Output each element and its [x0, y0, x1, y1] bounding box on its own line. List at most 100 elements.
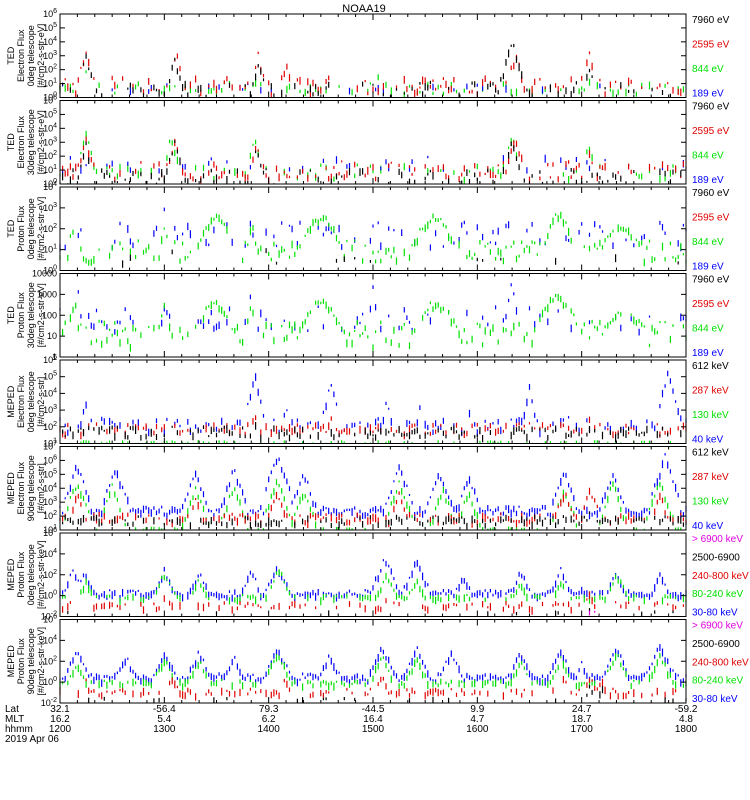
series-green [62, 293, 687, 352]
ylabel-line: 0deg telescope [26, 25, 36, 86]
legend-entry: 2500-6900 [692, 639, 740, 650]
series-trace [588, 610, 596, 616]
x-tick-label: 24.7 [572, 704, 592, 715]
y-tick-label: 105 [43, 108, 57, 119]
y-tick-label: 104 [43, 634, 57, 645]
panel-ylabel: TED Proton Flux 0deg telescope [#/cm2-s-str… [6, 197, 46, 261]
y-tick-label: 101 [43, 244, 57, 255]
legend-entry: > 6900 keV [692, 534, 743, 545]
legend-entry: 30-80 keV [692, 694, 738, 705]
y-tick-label: 10-2 [41, 697, 57, 708]
series-trace [59, 453, 687, 521]
y-tick-label: 104 [43, 482, 57, 493]
y-tick-label: 1000 [37, 289, 57, 299]
ylabel-line: [#/cm2-s-str-keV] [36, 540, 46, 609]
series-magenta [588, 610, 596, 616]
ylabel-line: MEPED [6, 472, 16, 505]
legend-entry: 844 eV [692, 237, 724, 248]
legend-entry: 189 eV [692, 175, 724, 186]
y-tick-label: 1 [52, 352, 57, 362]
y-tick-label: 102 [43, 150, 57, 161]
flux-panel: 1 10 100 1000 10000 TED Proton Flux 30deg teles… [6, 269, 730, 363]
series-red [62, 136, 687, 184]
panel-ylabel: MEPED Proton Flux 90deg telescope [#/cm2-s-… [6, 627, 46, 696]
ylabel-line: Electron Flux [16, 461, 26, 514]
y-tick-label: 104 [43, 181, 57, 192]
flux-panel: 10-2 100 102 104 106 MEPED Proton Flux 0deg tel… [6, 527, 749, 622]
legend-entry: 2500-6900 [692, 552, 740, 563]
ylabel-line: [#/cm2-s-str-eV] [36, 110, 46, 174]
series-trace [67, 608, 674, 617]
x-tick-label: 32.1 [50, 704, 70, 715]
legend-entry: 7960 eV [692, 188, 730, 199]
series-trace [62, 569, 687, 606]
ylabel-line: MEPED [6, 558, 16, 591]
y-tick-label: 100 [43, 590, 57, 601]
panel-ylabel: TED Electron Flux 0deg telescope [#/cm2-s-s… [6, 24, 46, 88]
x-tick-label: 9.9 [470, 704, 484, 715]
ylabel-line: 90deg telescope [26, 628, 36, 694]
series-trace [62, 591, 684, 615]
legend-entry: 287 keV [692, 472, 729, 483]
legend-entry: 40 keV [692, 521, 723, 532]
y-tick-label: 105 [43, 371, 57, 382]
ylabel-line: MEPED [6, 645, 16, 678]
x-row-label: hhmm [5, 724, 33, 735]
series-trace [59, 370, 687, 438]
y-tick-label: 10-2 [41, 611, 57, 622]
y-tick-label: 102 [43, 569, 57, 580]
series-trace [62, 136, 687, 184]
chart-title: NOAA19 [342, 3, 385, 15]
series-red [62, 591, 684, 615]
x-tick-label: 16.2 [50, 714, 70, 725]
x-tick-label: 1200 [49, 724, 72, 735]
ylabel-line: 0deg telescope [26, 371, 36, 432]
legend-entry: 130 keV [692, 497, 729, 508]
y-tick-label: 101 [43, 164, 57, 175]
series-blue [59, 207, 687, 252]
x-tick-label: 6.2 [262, 714, 276, 725]
y-tick-label: 104 [43, 548, 57, 559]
ylabel-line: 30deg telescope [26, 109, 36, 175]
x-row-label: MLT [5, 714, 24, 725]
ylabel-line: [#/cm2-s-str-eV] [36, 197, 46, 261]
legend-entry: 2595 eV [692, 126, 730, 137]
y-tick-label: 103 [43, 496, 57, 507]
x-tick-label: 4.8 [679, 714, 693, 725]
series-green [59, 652, 687, 691]
panel-ylabel: MEPED Proton Flux 0deg telescope [#/cm2-s-s… [6, 540, 46, 609]
panel-ylabel: MEPED Electron Flux 0deg telescope [#/cm2-s… [6, 371, 46, 432]
x-tick-label: -44.5 [362, 704, 385, 715]
series-trace [59, 207, 687, 252]
legend-entry: 844 eV [692, 324, 724, 335]
x-row-label: Lat [5, 704, 19, 715]
series-trace [59, 70, 684, 98]
y-tick-label: 105 [43, 468, 57, 479]
series-trace [59, 559, 687, 602]
ylabel-line: 90deg telescope [26, 455, 36, 521]
ylabel-line: Proton Flux [16, 638, 26, 685]
legend-entry: 844 eV [692, 64, 724, 75]
y-tick-label: 106 [43, 354, 57, 365]
y-tick-label: 102 [43, 510, 57, 521]
x-tick-label: 79.3 [259, 704, 279, 715]
legend-entry: > 6900 keV [692, 621, 743, 632]
series-trace [62, 293, 687, 352]
series-red [62, 487, 687, 529]
ylabel-line: MEPED [6, 385, 16, 418]
y-tick-label: 102 [43, 655, 57, 666]
legend-entry: 240-800 keV [692, 657, 749, 668]
series-blue [59, 370, 687, 438]
series-trace [59, 130, 677, 184]
y-tick-label: 100 [42, 310, 57, 320]
ylabel-line: [#/cm2-s-str] [36, 377, 46, 427]
x-tick-label: 18.7 [572, 714, 592, 725]
y-tick-label: 105 [43, 22, 57, 33]
ylabel-line: Proton Flux [16, 292, 26, 339]
legend-entry: 7960 eV [692, 15, 730, 26]
series-trace [64, 479, 687, 530]
series-black [88, 685, 687, 703]
y-tick-label: 101 [43, 78, 57, 89]
ylabel-line: Electron Flux [16, 115, 26, 168]
